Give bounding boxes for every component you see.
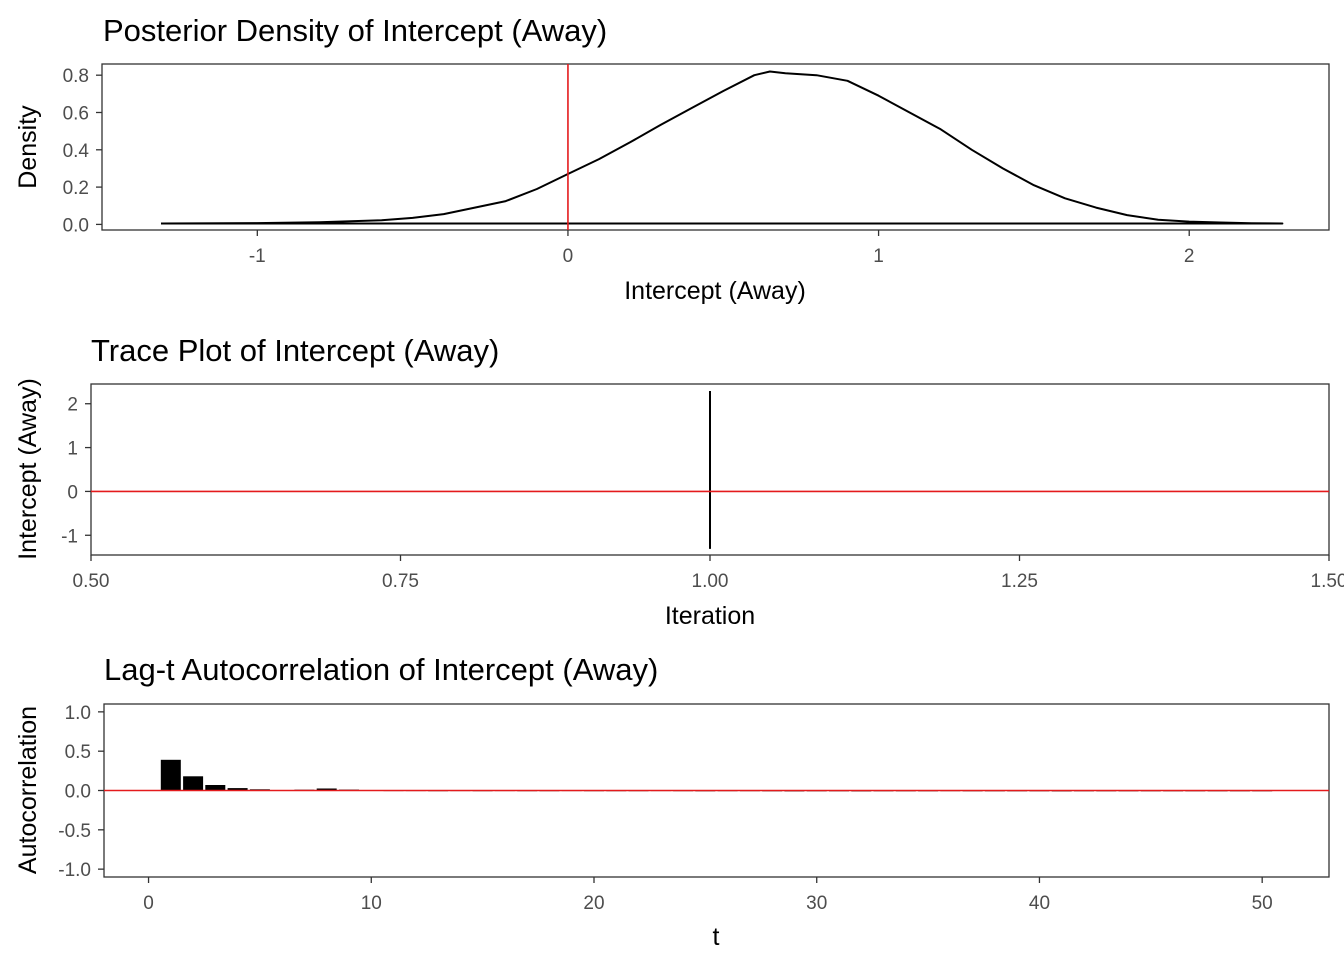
density-x-tick-label: 2 (1184, 246, 1195, 267)
trace-x-tick-label: 0.75 (382, 571, 419, 592)
density-x-tick-label: -1 (249, 246, 266, 267)
trace-y-tick-label: 2 (67, 395, 78, 416)
trace-x-axis-label: Iteration (665, 602, 755, 630)
autocorrelation-y-axis-label: Autocorrelation (14, 706, 42, 874)
density-y-axis-label: Density (14, 105, 42, 189)
autocorrelation-x-tick-label: 50 (1252, 893, 1273, 914)
density-y-tick-label: 0.6 (63, 103, 89, 124)
density-y-tick-label: 0.0 (63, 215, 89, 236)
trace-y-tick-label: 1 (67, 439, 78, 460)
density-ticks: -1 0 1 2 0.0 0.2 0.4 0.6 0.8 (63, 66, 1195, 267)
trace-x-tick-label: 1.50 (1311, 571, 1344, 592)
trace-x-tick-label: 1.00 (692, 571, 729, 592)
trace-x-tick-label: 0.50 (73, 571, 110, 592)
density-marks (160, 64, 1284, 230)
autocorrelation-bar (316, 788, 337, 791)
trace-ticks: 0.50 0.75 1.00 1.25 1.50 -1 0 1 2 (61, 395, 1344, 592)
density-x-axis-label: Intercept (Away) (624, 277, 806, 305)
density-series-line (160, 70, 1284, 225)
autocorrelation-title: Lag-t Autocorrelation of Intercept (Away… (104, 652, 658, 687)
density-y-tick-label: 0.8 (63, 66, 89, 87)
autocorrelation-ticks: 0 10 20 30 40 50 -1.0 -0.5 0.0 0.5 1.0 (58, 703, 1273, 914)
autocorrelation-bar (160, 759, 181, 791)
autocorrelation-x-axis-label: t (713, 923, 720, 951)
trace-y-axis-label: Intercept (Away) (14, 378, 42, 560)
autocorrelation-x-tick-label: 0 (143, 893, 154, 914)
trace-marks (91, 391, 1329, 549)
autocorrelation-y-tick-label: -1.0 (58, 860, 91, 881)
autocorrelation-bar (183, 776, 204, 791)
trace-panel: Trace Plot of Intercept (Away) 0.50 0.75 1… (14, 333, 1344, 630)
trace-title: Trace Plot of Intercept (Away) (91, 333, 499, 368)
trace-x-tick-label: 1.25 (1001, 571, 1038, 592)
trace-y-tick-label: -1 (61, 526, 78, 547)
density-title: Posterior Density of Intercept (Away) (103, 13, 607, 48)
density-plot-border (101, 63, 1330, 231)
autocorrelation-y-tick-label: -0.5 (58, 821, 91, 842)
trace-y-tick-label: 0 (67, 482, 78, 503)
autocorrelation-x-tick-label: 20 (583, 893, 604, 914)
density-x-tick-label: 0 (563, 246, 574, 267)
autocorrelation-x-tick-label: 30 (806, 893, 827, 914)
autocorrelation-bar (205, 785, 226, 791)
density-panel: Posterior Density of Intercept (Away) -1… (14, 13, 1330, 305)
autocorrelation-y-tick-label: 0.5 (65, 742, 91, 763)
autocorrelation-bar (227, 788, 248, 791)
density-y-tick-label: 0.4 (63, 141, 90, 162)
autocorrelation-y-tick-label: 1.0 (65, 703, 91, 724)
autocorrelation-x-tick-label: 40 (1029, 893, 1050, 914)
autocorrelation-y-tick-label: 0.0 (65, 782, 91, 803)
density-y-tick-label: 0.2 (63, 178, 89, 199)
density-x-tick-label: 1 (873, 246, 884, 267)
autocorrelation-x-tick-label: 10 (361, 893, 382, 914)
autocorrelation-marks (104, 759, 1329, 792)
autocorrelation-panel: Lag-t Autocorrelation of Intercept (Away… (14, 652, 1330, 951)
